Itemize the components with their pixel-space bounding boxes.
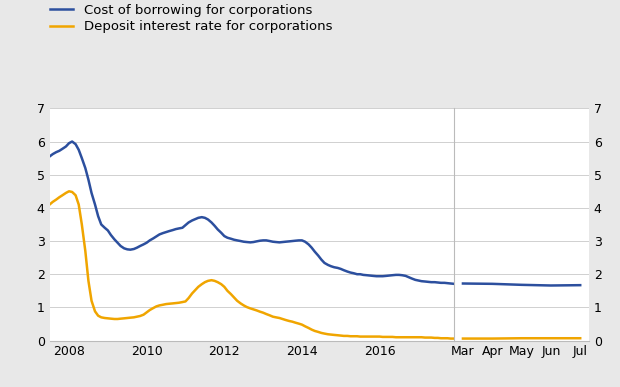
Legend: Cost of borrowing for corporations, Deposit interest rate for corporations: Cost of borrowing for corporations, Depo… bbox=[50, 4, 332, 33]
